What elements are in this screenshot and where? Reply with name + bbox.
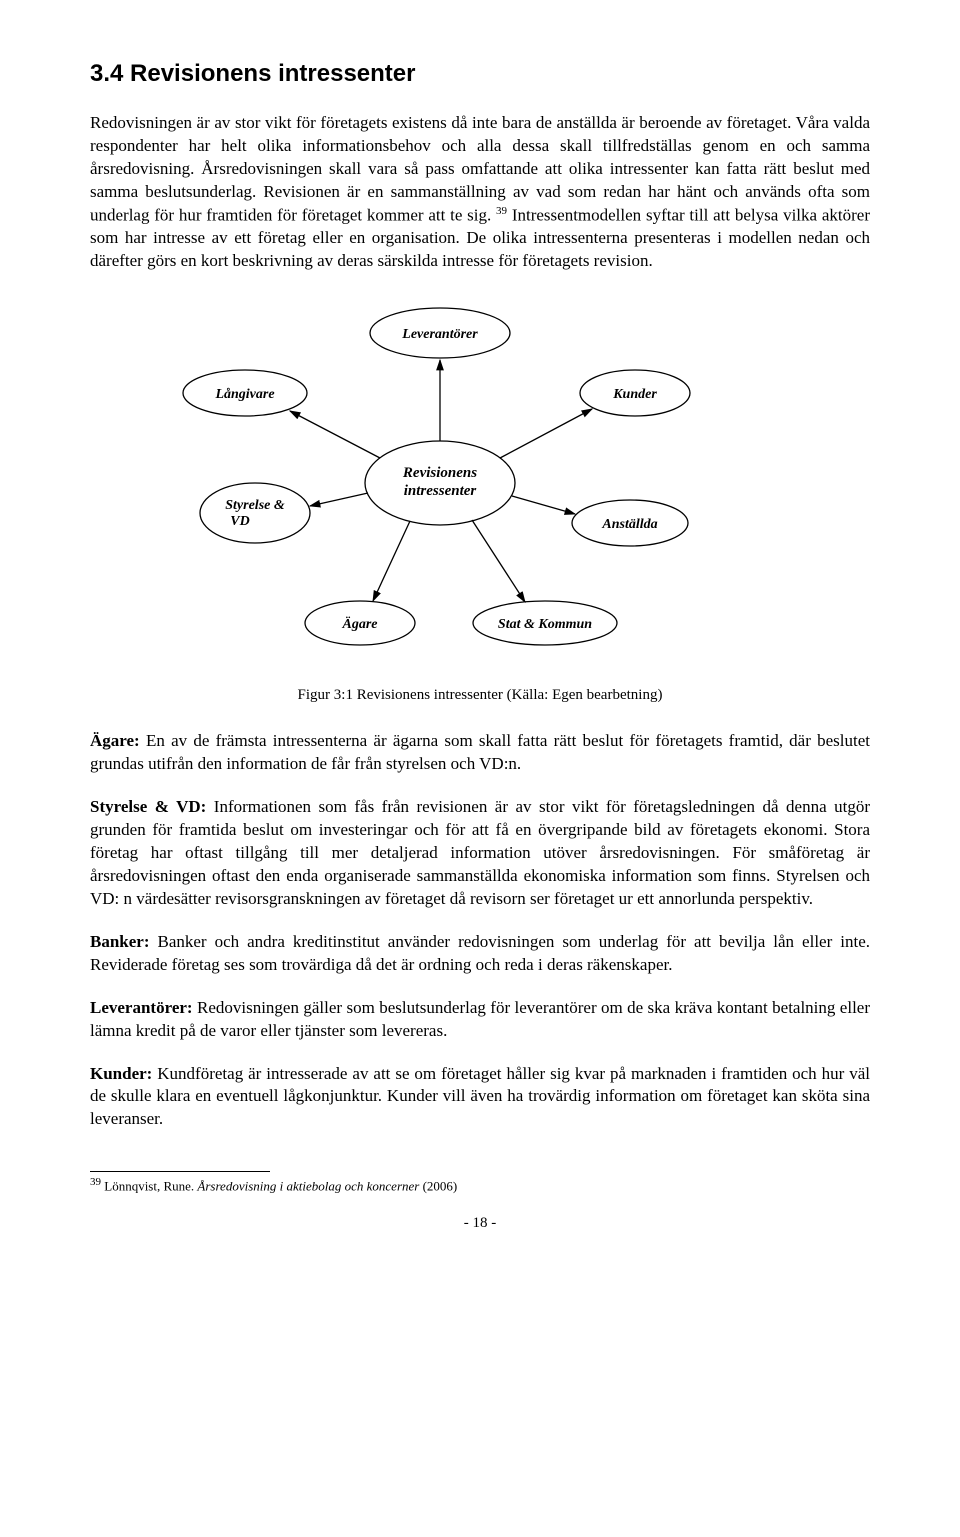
page: 3.4 Revisionens intressenter Redovisning…	[0, 0, 960, 1287]
arrow-to-kunder	[500, 409, 592, 458]
label-langivare: Långivare	[214, 387, 274, 402]
footnote-text-2: (2006)	[419, 1179, 457, 1194]
arrow-to-agare	[373, 521, 410, 601]
footnote-39: 39 Lönnqvist, Rune. Årsredovisning i akt…	[90, 1176, 870, 1194]
footnote-text-1: Lönnqvist, Rune.	[101, 1179, 197, 1194]
arrow-to-langivare	[290, 411, 380, 458]
label-agare: Ägare	[342, 616, 378, 632]
diagram-svg: Revisionens intressenter Leverantörer Lå…	[160, 293, 720, 673]
footnote-text-italic: Årsredovisning i aktiebolag och koncerne…	[197, 1179, 419, 1194]
footnote-num: 39	[90, 1176, 101, 1188]
stakeholder-agare: Ägare: En av de främsta intressenterna ä…	[90, 730, 870, 776]
label-leverantorer: Leverantörer	[401, 327, 478, 342]
label-lever-runin: Leverantörer:	[90, 998, 193, 1017]
text-banker: Banker och andra kreditinstitut använder…	[90, 932, 870, 974]
stakeholder-kunder: Kunder: Kundföretag är intresserade av a…	[90, 1063, 870, 1132]
intro-paragraph: Redovisningen är av stor vikt för företa…	[90, 112, 870, 273]
center-label-2: intressenter	[404, 483, 477, 499]
arrow-to-stat	[472, 520, 525, 602]
label-banker-runin: Banker:	[90, 932, 150, 951]
text-kunder: Kundföretag är intresserade av att se om…	[90, 1064, 870, 1129]
stakeholder-styrelse: Styrelse & VD: Informationen som fås frå…	[90, 796, 870, 911]
center-label-1: Revisionens	[402, 465, 477, 481]
label-styrelse-runin: Styrelse & VD:	[90, 797, 206, 816]
stakeholder-lever: Leverantörer: Redovisningen gäller som b…	[90, 997, 870, 1043]
label-anstallda: Anställda	[601, 517, 657, 532]
label-kunder-runin: Kunder:	[90, 1064, 152, 1083]
text-styrelse: Informationen som fås från revisionen är…	[90, 797, 870, 908]
section-heading: 3.4 Revisionens intressenter	[90, 60, 870, 88]
footnote-rule	[90, 1171, 270, 1172]
arrow-to-anstallda	[512, 496, 575, 514]
label-kunder: Kunder	[612, 387, 657, 402]
arrow-to-styrelse	[310, 493, 368, 506]
figure-caption: Figur 3:1 Revisionens intressenter (Käll…	[90, 687, 870, 704]
label-styrelse-2: VD	[230, 514, 249, 529]
page-number: - 18 -	[90, 1215, 870, 1232]
text-lever: Redovisningen gäller som beslutsunderlag…	[90, 998, 870, 1040]
footnote-ref-39: 39	[496, 205, 507, 217]
node-styrelse	[200, 483, 310, 543]
label-styrelse-1: Styrelse &	[225, 498, 285, 513]
stakeholder-diagram: Revisionens intressenter Leverantörer Lå…	[160, 293, 720, 673]
label-stat: Stat & Kommun	[498, 617, 592, 632]
stakeholder-banker: Banker: Banker och andra kreditinstitut …	[90, 931, 870, 977]
text-agare: En av de främsta intressenterna är ägarn…	[90, 731, 870, 773]
label-agare-runin: Ägare:	[90, 731, 140, 750]
